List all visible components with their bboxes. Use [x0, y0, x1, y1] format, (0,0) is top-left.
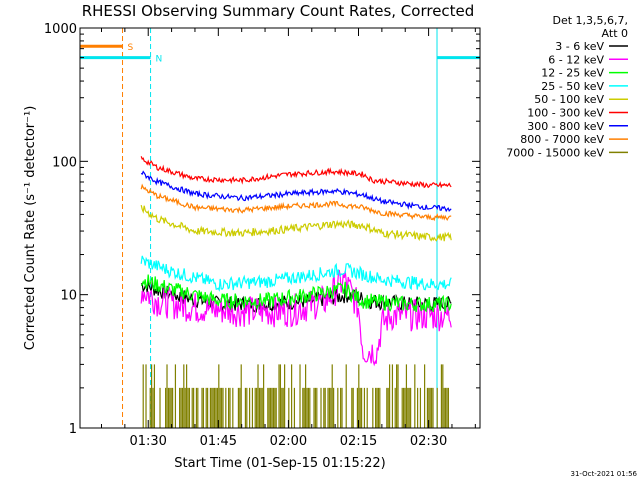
x-tick-label-4: 02:30 — [410, 434, 447, 449]
series-line-3 — [140, 255, 452, 292]
series-line-2 — [140, 274, 452, 313]
y-axis-label: Corrected Count Rate (s⁻¹ detector⁻¹) — [23, 106, 38, 351]
series-line-6 — [140, 170, 452, 213]
x-axis-label: Start Time (01-Sep-15 01:15:22) — [174, 456, 385, 471]
x-tick-label-0: 01:30 — [129, 434, 166, 449]
x-tick-label-3: 02:15 — [340, 434, 377, 449]
x-tick-label-1: 01:45 — [200, 434, 237, 449]
y-tick-label-2: 100 — [52, 155, 77, 170]
legend-label-6: 300 - 800 keV — [527, 120, 604, 133]
y-tick-label-0: 1 — [69, 422, 77, 437]
footer-timestamp: 31-Oct-2021 01:56 — [571, 470, 638, 478]
y-tick-label-1: 10 — [60, 289, 77, 304]
legend-label-4: 50 - 100 keV — [534, 93, 604, 106]
y-tick-label-3: 1000 — [44, 22, 77, 37]
legend-label-1: 6 - 12 keV — [548, 53, 604, 66]
legend-label-5: 100 - 300 keV — [527, 107, 604, 120]
legend-label-0: 3 - 6 keV — [555, 40, 604, 53]
plot-area — [79, 27, 481, 429]
legend-label-7: 800 - 7000 keV — [520, 133, 604, 146]
chart-title: RHESSI Observing Summary Count Rates, Co… — [82, 2, 475, 20]
series-line-1 — [140, 269, 452, 367]
legend-label-2: 12 - 25 keV — [541, 67, 604, 80]
series-bars-8 — [142, 364, 450, 428]
legend-label-8: 7000 - 15000 keV — [506, 146, 604, 159]
x-tick-label-2: 02:00 — [270, 434, 307, 449]
legend-header-0: Det 1,3,5,6,7, — [552, 14, 628, 27]
series-line-5 — [140, 156, 452, 189]
legend-label-3: 25 - 50 keV — [541, 80, 604, 93]
flag-label-N: N — [156, 55, 163, 65]
legend-header-1: Att 0 — [602, 27, 628, 40]
flag-label-S: S — [128, 43, 134, 53]
series-line-4 — [140, 204, 452, 242]
series-line-7 — [140, 183, 452, 222]
